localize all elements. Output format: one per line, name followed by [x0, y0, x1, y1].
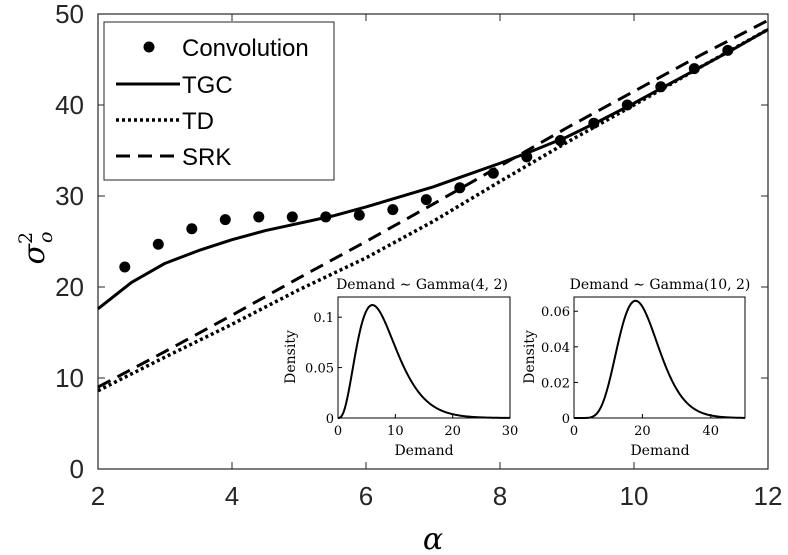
- inset-gamma-10-2: Demand ∼ Gamma(10, 2) 0 20 40 0 0.02 0.04 0.06…: [522, 277, 750, 459]
- inset-x-tick-label: 40: [703, 424, 720, 439]
- y-tick-label: 40: [55, 90, 84, 120]
- svg-text:σ2o: σ2o: [15, 231, 57, 264]
- inset-y-tick-label: 0.06: [541, 305, 570, 320]
- y-tick-label: 0: [70, 454, 84, 484]
- series-line-tgc: [97, 28, 769, 311]
- x-tick-label: 10: [620, 481, 649, 511]
- inset2-xlabel: Demand: [630, 443, 689, 459]
- point-convolution: [186, 223, 198, 235]
- main-series: [97, 19, 769, 393]
- legend-marker-convolution: [143, 41, 155, 53]
- inset-x-tick-label: 20: [444, 424, 461, 439]
- inset-y-tick-label: 0: [326, 412, 334, 427]
- inset-x-tick-label: 30: [502, 424, 519, 439]
- legend-label-convolution: Convolution: [182, 35, 309, 62]
- inset1-title: Demand ∼ Gamma(4, 2): [336, 277, 508, 293]
- x-tick-label: 4: [225, 481, 239, 511]
- inset-x-tick-label: 0: [570, 424, 578, 439]
- inset2-ticks: 0 20 40 0 0.02 0.04 0.06: [541, 305, 719, 439]
- y-tick-label: 10: [55, 363, 84, 393]
- inset1-density-curve: [337, 304, 510, 419]
- inset-x-tick-label: 20: [634, 424, 651, 439]
- legend: Convolution TGC TD SRK: [103, 21, 335, 181]
- inset-x-tick-label: 10: [387, 424, 404, 439]
- inset-y-tick-label: 0: [562, 412, 570, 427]
- inset2-density-curve: [574, 299, 746, 419]
- point-convolution: [219, 214, 231, 226]
- point-convolution: [119, 261, 131, 273]
- inset-x-tick-label: 0: [334, 424, 342, 439]
- x-tick-label: 2: [91, 481, 105, 511]
- point-convolution: [286, 211, 298, 223]
- inset2-title: Demand ∼ Gamma(10, 2): [570, 277, 751, 293]
- point-convolution: [253, 211, 265, 223]
- y-tick-label: 50: [55, 0, 84, 29]
- inset1-ylabel: Density: [283, 330, 299, 384]
- x-tick-label: 12: [754, 481, 783, 511]
- legend-label-srk: SRK: [182, 144, 231, 171]
- x-tick-label: 6: [359, 481, 373, 511]
- legend-box: [103, 21, 335, 181]
- x-tick-label: 8: [493, 481, 507, 511]
- inset-y-tick-label: 0.1: [313, 311, 334, 326]
- y-tick-label: 20: [55, 272, 84, 302]
- inset-y-tick-label: 0.04: [541, 341, 570, 356]
- inset2-frame: [573, 296, 746, 419]
- point-convolution: [353, 209, 365, 221]
- inset-y-tick-label: 0.05: [305, 362, 334, 377]
- x-axis-label: α: [423, 522, 443, 555]
- point-convolution: [387, 204, 399, 216]
- inset-y-tick-label: 0.02: [541, 376, 570, 391]
- inset-gamma-4-2: Demand ∼ Gamma(4, 2) 0 10 20 30 0 0.05 0.1 Dem…: [283, 277, 518, 459]
- inset2-ylabel: Density: [522, 330, 538, 384]
- inset1-xlabel: Demand: [394, 443, 453, 459]
- main-ticks: 2 4 6 8 10 12 0 10 20 30 40 50: [55, 0, 782, 511]
- legend-label-tgc: TGC: [182, 72, 233, 99]
- point-convolution: [420, 194, 432, 206]
- y-tick-label: 30: [55, 181, 84, 211]
- y-axis-label: σ2o: [15, 231, 57, 264]
- series-line-srk: [97, 19, 769, 389]
- point-convolution: [152, 238, 164, 250]
- legend-label-td: TD: [182, 108, 214, 135]
- inset1-ticks: 0 10 20 30 0 0.05 0.1: [305, 311, 518, 439]
